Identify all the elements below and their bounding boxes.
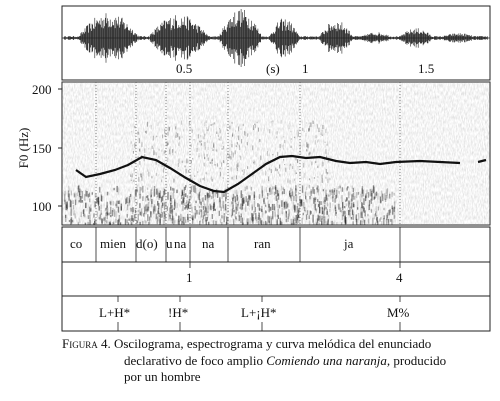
syllable-do: d(o) (136, 236, 158, 251)
tone-boundary-m: M% (387, 305, 410, 320)
figure-caption: Figura 4. Oscilograma, espectrograma y c… (62, 336, 492, 386)
caption-text-2: declarativo de foco amplio (124, 352, 267, 368)
tier-boundaries (95, 227, 401, 331)
caption-label: Figura 4. (62, 336, 111, 351)
spectrogram-energy (62, 82, 490, 225)
syllable-co: co (70, 236, 83, 251)
tone-tier (61, 295, 491, 332)
tone-lh-star: L+H* (99, 305, 131, 320)
syllable-na1: na (174, 236, 187, 251)
break-index-tier (61, 261, 491, 297)
syllable-u: u (166, 236, 173, 251)
tone-l-upstep-h: L+¡H* (241, 305, 277, 320)
caption-text-3: producido (390, 352, 447, 368)
y-tick-200: 200 (32, 82, 52, 97)
syllable-tier (61, 226, 491, 263)
caption-text-1: Oscilograma, espectrograma y curva melód… (113, 336, 432, 351)
time-tick-1: 1 (302, 61, 309, 76)
caption-text-4: por un hombre (124, 369, 201, 384)
y-tick-150: 150 (32, 141, 52, 156)
syllable-ran: ran (254, 236, 271, 251)
break-index-1: 1 (186, 270, 193, 285)
y-tick-100: 100 (32, 199, 52, 214)
syllable-ja: ja (344, 236, 354, 251)
caption-example: Comiendo una naranja, (266, 352, 391, 368)
tone-downstep-h: !H* (168, 305, 189, 320)
syllable-na2: na (202, 236, 215, 251)
break-index-4: 4 (396, 270, 403, 285)
f0-contour (75, 154, 487, 194)
syllable-mien: mien (100, 236, 126, 251)
y-axis-label: F0 (Hz) (16, 127, 31, 169)
y-axis-ticks (58, 88, 62, 207)
time-tick-1-5: 1.5 (418, 61, 435, 76)
time-unit-label: (s) (266, 61, 280, 76)
oscillogram-waveform (62, 9, 490, 67)
time-tick-0-5: 0.5 (176, 61, 193, 76)
